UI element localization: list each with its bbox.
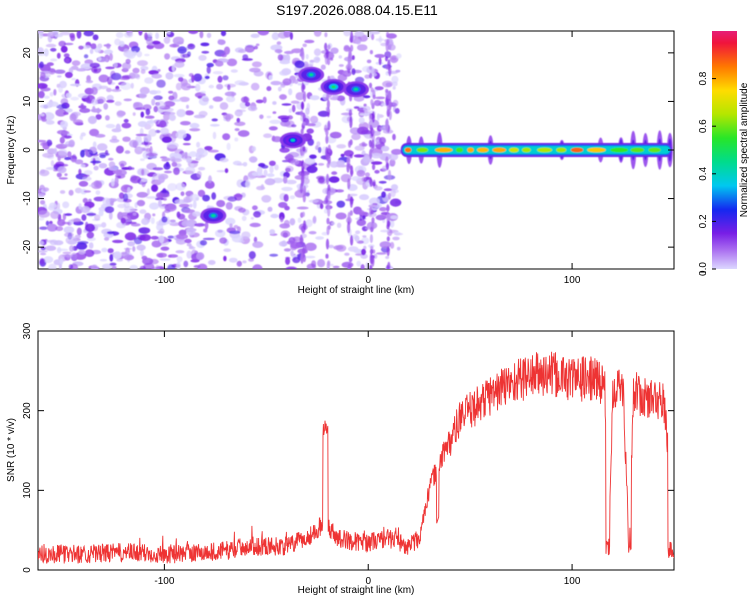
y-tick-label: 10 <box>22 95 33 107</box>
snr-series-line <box>38 351 674 564</box>
blob-b <box>279 132 306 149</box>
colorbar-gradient <box>712 31 737 269</box>
blob-a <box>200 207 227 224</box>
page-title: S197.2026.088.04.15.E11 <box>276 2 438 18</box>
x-tick-label: 100 <box>564 576 581 587</box>
colorbar-tick-label: 0.6 <box>698 119 709 133</box>
colorbar-label: Normalized spectral amplitude <box>739 82 750 217</box>
colorbar-axis: 0.0 0.2 0.4 0.6 0.8 <box>698 71 716 276</box>
x-tick-label: 0 <box>365 275 371 286</box>
x-tick-label: 0 <box>365 576 371 587</box>
y-tick-label: -10 <box>22 191 33 206</box>
snr-frame <box>37 330 675 571</box>
colorbar: 0.0 0.2 0.4 0.6 0.8 Normalized spectral ampl… <box>698 31 750 276</box>
snr-y-axis: 0 100 200 300 <box>22 322 674 573</box>
snr-plot-area <box>38 351 674 564</box>
spectrogram-x-axis: -100 0 100 <box>154 31 581 286</box>
y-tick-label: 0 <box>22 147 33 153</box>
blob-d <box>320 78 347 95</box>
y-tick-label: 100 <box>22 482 33 499</box>
carrier-line <box>400 130 673 170</box>
y-tick-label: 0 <box>22 567 33 573</box>
y-tick-label: 20 <box>22 47 33 59</box>
blob-c <box>298 66 325 83</box>
snr-x-axis: -100 0 100 <box>154 331 581 587</box>
x-tick-label: 100 <box>564 275 581 286</box>
x-tick-label: -100 <box>154 275 174 286</box>
x-tick-label: -100 <box>154 576 174 587</box>
blob-e <box>343 81 369 98</box>
y-tick-label: -20 <box>22 239 33 254</box>
spectrogram-y-axis-label: Frequency (Hz) <box>6 116 17 185</box>
colorbar-tick-label: 0.4 <box>698 166 709 180</box>
snr-y-axis-label: SNR (10 * v/v) <box>6 418 17 482</box>
colorbar-tick-label: 0.8 <box>698 71 709 85</box>
spectrogram-heatmap <box>38 31 673 269</box>
snr-panel: -100 0 100 0 100 200 300 Height of straight l… <box>6 322 675 596</box>
colorbar-tick-label: 0.0 <box>698 262 709 276</box>
y-tick-label: 200 <box>22 402 33 419</box>
snr-x-axis-label: Height of straight line (km) <box>298 585 415 596</box>
spectrogram-x-axis-label: Height of straight line (km) <box>298 285 415 296</box>
spectrogram-y-axis: -20 -10 0 10 20 <box>22 47 674 254</box>
colorbar-tick-label: 0.2 <box>698 214 709 228</box>
y-tick-label: 300 <box>22 322 33 339</box>
noise-field <box>38 31 403 269</box>
